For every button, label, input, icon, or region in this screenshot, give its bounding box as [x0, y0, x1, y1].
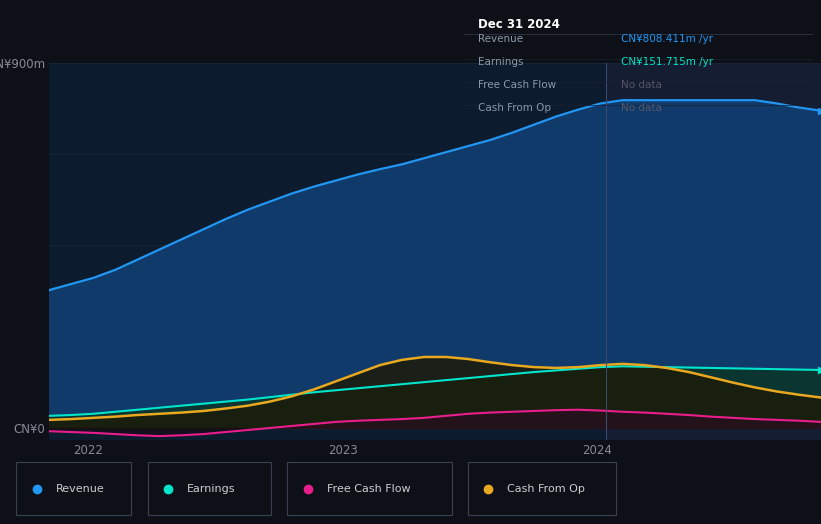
Text: CN¥808.411m /yr: CN¥808.411m /yr [621, 34, 713, 44]
Text: No data: No data [621, 103, 662, 113]
Bar [607, 63, 821, 440]
Text: Cash From Op: Cash From Op [507, 484, 585, 494]
Text: Earnings: Earnings [187, 484, 236, 494]
Text: Free Cash Flow: Free Cash Flow [327, 484, 410, 494]
Text: Cash From Op: Cash From Op [478, 103, 551, 113]
Text: Revenue: Revenue [56, 484, 104, 494]
Text: Revenue: Revenue [478, 34, 523, 44]
Text: Free Cash Flow: Free Cash Flow [478, 80, 556, 90]
Text: Dec 31 2024: Dec 31 2024 [478, 18, 560, 31]
Text: No data: No data [621, 80, 662, 90]
Text: Earnings: Earnings [478, 57, 523, 67]
Text: CN¥151.715m /yr: CN¥151.715m /yr [621, 57, 713, 67]
